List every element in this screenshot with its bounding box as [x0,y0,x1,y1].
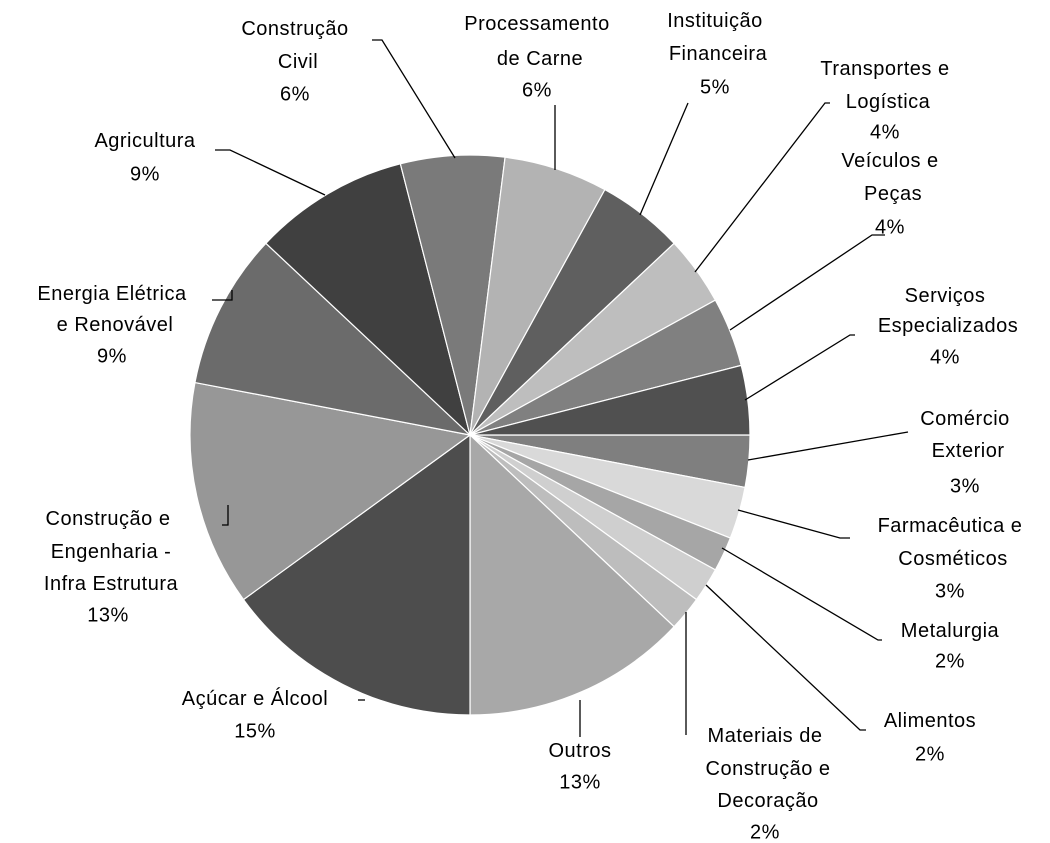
label-line: Agricultura [94,130,195,152]
label-line: Materiais de [708,725,823,747]
label-line: Veículos e [841,150,938,172]
label-line: Construção e [699,758,830,780]
value-label: 9% [97,345,127,367]
label-line: Peças [858,183,922,205]
label-line: Financeira [663,43,768,65]
value-label: 3% [950,475,980,497]
label-line: Comércio [920,408,1010,430]
category-label: Alimentos [884,710,976,732]
label-line: Construção [241,18,348,40]
label-line: Exterior [926,440,1005,462]
label-line: Infra Estrutura [38,573,179,595]
leader-line [639,102,689,216]
value-label: 15% [234,720,276,742]
category-label: Construção e Engenharia - Infra Estrutur… [38,508,179,595]
category-label: Comércio Exterior [920,408,1010,462]
leader-line [729,234,885,331]
value-label: 4% [875,216,905,238]
leader-line [744,334,855,401]
label-line: Logística [840,91,931,113]
category-label: Açúcar e Álcool [182,687,328,710]
leader-line [215,149,326,196]
category-label: Serviços Especializados [872,285,1018,337]
pie-slice [469,433,675,716]
leader-line [705,584,866,731]
value-label: 2% [915,743,945,765]
value-label: 4% [870,121,900,143]
value-label: 3% [935,580,965,602]
value-label: 5% [700,76,730,98]
value-label: 13% [559,771,601,793]
label-line: Serviços [905,285,986,307]
category-label: Outros [548,740,611,762]
leader-line [747,431,909,461]
category-label: Transportes e Logística [820,58,949,113]
value-label: 2% [750,821,780,843]
label-line: Transportes e [820,58,949,80]
label-line: Instituição [667,10,763,32]
label-line: Farmacêutica e [878,515,1023,537]
value-label: 9% [130,163,160,185]
leader-line [694,102,830,273]
leader-line [721,547,882,641]
value-label: 4% [930,346,960,368]
leader-line [212,290,233,301]
label-line: Engenharia - [45,541,172,563]
category-label: Agricultura [94,130,195,152]
category-label: Metalurgia [901,620,1000,642]
category-label: Construção Civil [241,18,348,73]
label-line: Açúcar e Álcool [182,687,328,710]
pie-slice [194,242,472,436]
label-line: Civil [272,51,318,73]
category-label: Processamento de Carne [464,13,609,70]
category-label: Materiais de Construção e Decoração [699,725,830,812]
label-line: Processamento [464,13,609,35]
label-line: Energia Elétrica [37,283,187,305]
value-label: 6% [522,79,552,101]
label-line: Metalurgia [901,620,1000,642]
value-label: 13% [87,604,129,626]
value-label: 6% [280,83,310,105]
category-label: Energia Elétrica e Renovável [37,283,187,336]
pie-slice [242,433,471,716]
pie-slice [469,364,751,436]
label-line: Cosméticos [892,548,1008,570]
label-line: de Carne [491,48,583,70]
label-line: Especializados [872,315,1018,337]
category-label: Veículos e Peças [841,150,938,205]
pie-slice [265,163,472,437]
value-label: 2% [935,650,965,672]
category-label: Farmacêutica e Cosméticos [878,515,1023,570]
leader-line [737,509,850,539]
label-line: Decoração [711,790,818,812]
category-label: Instituição Financeira [663,10,768,65]
pie-slice [189,381,472,601]
label-line: Construção e [46,508,171,530]
leader-line [372,39,456,159]
label-line: Outros [548,740,611,762]
leader-line [222,505,229,526]
label-line: Alimentos [884,710,976,732]
label-line: e Renovável [51,314,174,336]
